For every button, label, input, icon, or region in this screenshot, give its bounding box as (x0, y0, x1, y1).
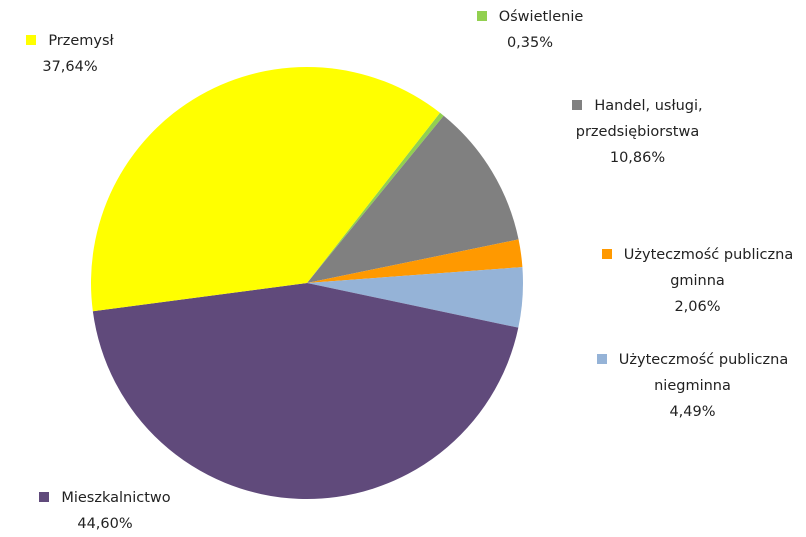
pie-slice (307, 112, 444, 284)
category-label: Oświetlenie (498, 9, 584, 25)
category-label: Użyteczmość publiczna gminna (623, 247, 794, 289)
data-label: Oświetlenie 0,35% (450, 4, 610, 56)
legend-swatch (601, 249, 612, 259)
data-label: Użyteczmość publiczna gminna 2,06% (585, 242, 806, 320)
category-label: Użyteczmość publiczna niegminna (618, 352, 789, 394)
value-label: 0,35% (506, 35, 554, 51)
pie-slice (92, 283, 519, 499)
pie-slice (307, 115, 519, 284)
pie-slice (91, 67, 440, 312)
value-label: 4,49% (669, 404, 716, 420)
value-label: 2,06% (674, 299, 721, 315)
legend-swatch (26, 35, 37, 45)
legend-swatch (596, 354, 607, 364)
category-label: Mieszkalnictwo (61, 490, 171, 506)
data-label: Przemysł 37,64% (5, 28, 135, 80)
value-label: 10,86% (609, 150, 666, 166)
category-label: Przemysł (48, 33, 114, 49)
value-label: 37,64% (42, 59, 98, 75)
category-label: Handel, usługi, przedsiębiorstwa (575, 98, 703, 140)
pie-slice (307, 239, 523, 283)
pie-slice (307, 267, 523, 328)
legend-swatch (476, 11, 487, 21)
data-label: Użyteczmość publiczna niegminna 4,49% (575, 347, 806, 425)
value-label: 44,60% (77, 516, 133, 532)
legend-swatch (39, 492, 50, 502)
legend-swatch (572, 100, 583, 110)
data-label: Handel, usługi, przedsiębiorstwa 10,86% (545, 93, 730, 171)
data-label: Mieszkalnictwo 44,60% (20, 485, 190, 537)
